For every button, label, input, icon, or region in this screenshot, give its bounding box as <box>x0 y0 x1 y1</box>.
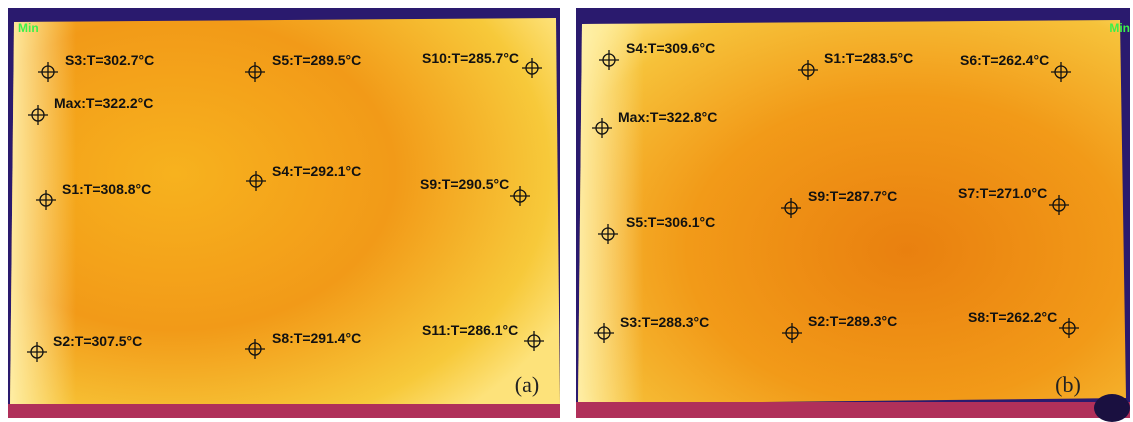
spot-label: S4:T=309.6°C <box>626 40 715 56</box>
spot-label: Max:T=322.8°C <box>618 109 717 125</box>
spot-label: S5:T=306.1°C <box>626 214 715 230</box>
spot-label: S8:T=291.4°C <box>272 330 361 346</box>
spot-label: S1:T=308.8°C <box>62 181 151 197</box>
spot-label: S2:T=307.5°C <box>53 333 142 349</box>
min-label: Min <box>1109 21 1130 35</box>
bottom-strip <box>576 402 1130 418</box>
spot-label: S6:T=262.4°C <box>960 52 1049 68</box>
spot-label: S8:T=262.2°C <box>968 309 1057 325</box>
spot-label: S2:T=289.3°C <box>808 313 897 329</box>
panel-a <box>8 8 560 418</box>
plate-edge <box>578 20 1126 404</box>
page: (a) Min S3:T=302.7°C S5:T=289.5°C S10:T=285.… <box>0 0 1133 422</box>
dark-spot <box>1094 394 1130 422</box>
spot-label: S11:T=286.1°C <box>422 322 518 338</box>
panel-caption: (a) <box>515 372 539 397</box>
thermal-figure: (a) Min S3:T=302.7°C S5:T=289.5°C S10:T=285.… <box>0 0 1133 422</box>
spot-label: S3:T=302.7°C <box>65 52 154 68</box>
spot-label: Max:T=322.2°C <box>54 95 153 111</box>
spot-label: S1:T=283.5°C <box>824 50 913 66</box>
spot-label: S9:T=287.7°C <box>808 188 897 204</box>
spot-label: S4:T=292.1°C <box>272 163 361 179</box>
bottom-strip <box>8 404 560 418</box>
spot-label: S3:T=288.3°C <box>620 314 709 330</box>
spot-label: S9:T=290.5°C <box>420 176 509 192</box>
spot-label: S7:T=271.0°C <box>958 185 1047 201</box>
panel-caption: (b) <box>1055 372 1081 397</box>
spot-label: S5:T=289.5°C <box>272 52 361 68</box>
min-label: Min <box>18 21 39 35</box>
spot-label: S10:T=285.7°C <box>422 50 519 66</box>
plate-edge <box>10 18 560 408</box>
